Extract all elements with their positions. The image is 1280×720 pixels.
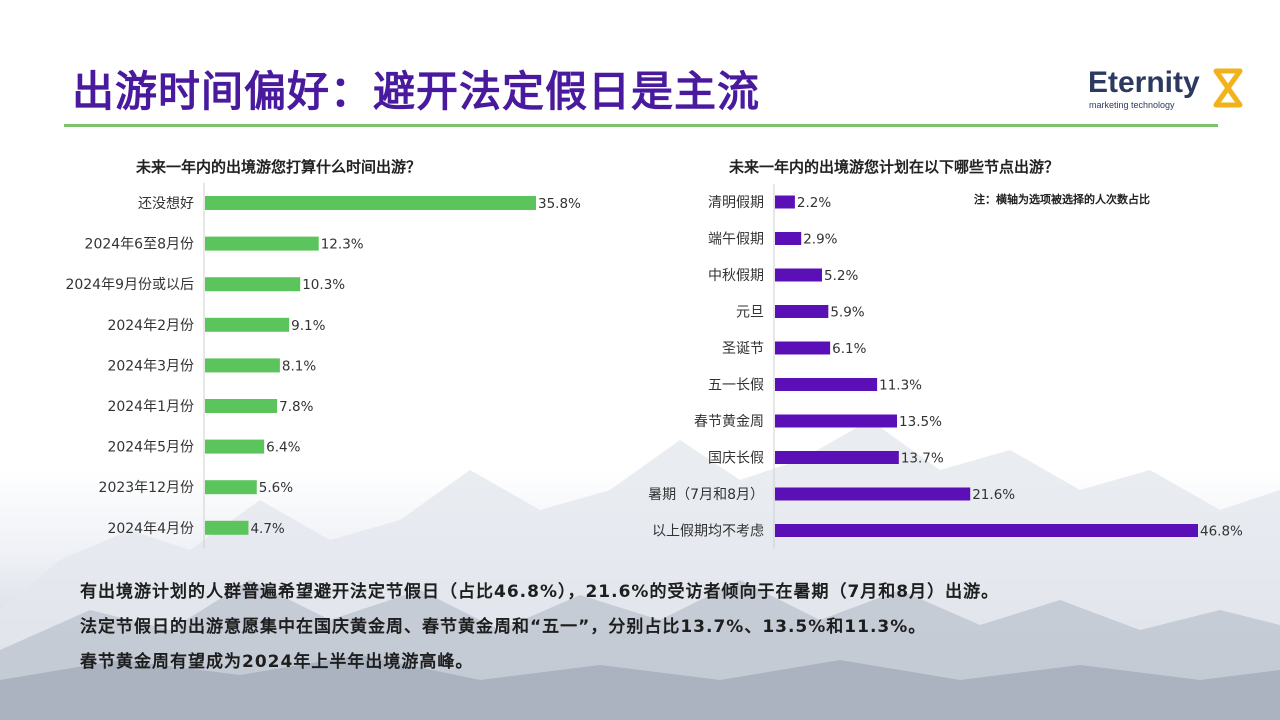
bar <box>775 487 971 501</box>
category-label: 2024年2月份 <box>107 318 194 334</box>
brand-logo: Eternity marketing technology <box>1088 66 1248 116</box>
data-label: 5.2% <box>824 268 858 284</box>
data-label: 2.9% <box>803 232 837 248</box>
category-label: 暑期（7月和8月） <box>648 487 764 503</box>
bar <box>775 195 795 209</box>
logo-wordmark: Eternity <box>1088 66 1200 99</box>
category-label: 端午假期 <box>708 232 764 248</box>
bar <box>775 305 829 318</box>
category-label: 春节黄金周 <box>694 413 764 430</box>
data-label: 46.8% <box>1200 524 1243 540</box>
data-label: 4.7% <box>250 521 284 537</box>
bar <box>775 232 802 245</box>
data-label: 13.7% <box>901 451 944 467</box>
left-chart-title: 未来一年内的出境游您打算什么时间出游？ <box>136 158 422 176</box>
data-label: 8.1% <box>282 358 316 374</box>
category-label: 2024年4月份 <box>107 521 194 537</box>
data-label: 12.3% <box>321 237 364 253</box>
category-label: 元旦 <box>736 305 764 321</box>
bar <box>205 277 301 292</box>
bar <box>205 236 319 251</box>
category-label: 以上假期均不考虑 <box>652 524 764 540</box>
title-divider <box>64 124 1218 127</box>
data-label: 13.5% <box>899 414 942 430</box>
bar <box>205 399 278 413</box>
category-label: 还没想好 <box>138 196 194 212</box>
bar <box>775 378 878 391</box>
data-label: 21.6% <box>972 487 1015 503</box>
category-label: 五一长假 <box>708 378 764 394</box>
right-chart-title: 未来一年内的出境游您计划在以下哪些节点出游？ <box>729 158 1060 176</box>
summary-line-2: 法定节假日的出游意愿集中在国庆黄金周、春节黄金周和“五一”，分别占比13.7%、… <box>80 617 927 637</box>
data-label: 5.9% <box>830 305 864 321</box>
data-label: 5.6% <box>259 480 293 496</box>
summary-line-1: 有出境游计划的人群普遍希望避开法定节假日（占比46.8%），21.6%的受访者倾… <box>80 582 1000 602</box>
data-label: 6.1% <box>832 341 866 357</box>
hourglass-icon <box>1213 68 1243 108</box>
category-label: 2024年3月份 <box>107 358 194 374</box>
category-label: 2024年6至8月份 <box>85 237 194 253</box>
bar <box>205 196 536 210</box>
right-bar-chart: 清明假期 2.2% 端午假期 2.9% 中秋假期 5.2% 元旦 5.9% 圣诞节 6.1% 五一长… <box>648 183 1243 549</box>
bar <box>775 524 1198 537</box>
category-label: 2023年12月份 <box>99 480 194 496</box>
bar <box>775 451 899 464</box>
logo-tagline: marketing technology <box>1089 100 1175 110</box>
data-label: 9.1% <box>291 318 325 334</box>
category-label: 国庆长假 <box>708 451 764 467</box>
category-label: 圣诞节 <box>722 341 764 357</box>
data-label: 6.4% <box>266 440 300 456</box>
bar <box>205 358 280 373</box>
page-title: 出游时间偏好：避开法定假日是主流 <box>72 67 761 116</box>
category-label: 2024年9月份或以后 <box>65 277 194 293</box>
chart-note: 注：横轴为选项被选择的人次数占比 <box>974 193 1150 206</box>
bar <box>775 414 898 428</box>
summary-line-3: 春节黄金周有望成为2024年上半年出境游高峰。 <box>80 652 474 672</box>
data-label: 7.8% <box>279 399 313 415</box>
category-label: 2024年1月份 <box>107 399 194 415</box>
data-label: 2.2% <box>797 195 831 211</box>
bar <box>205 317 290 332</box>
bar <box>205 480 257 495</box>
category-label: 中秋假期 <box>708 268 764 284</box>
bar <box>205 520 249 535</box>
bar <box>205 439 265 454</box>
data-label: 11.3% <box>879 378 922 394</box>
data-label: 10.3% <box>302 277 345 293</box>
data-label: 35.8% <box>538 196 581 212</box>
bar <box>775 268 822 282</box>
category-label: 2024年5月份 <box>107 440 194 456</box>
left-bar-chart: 还没想好 35.8% 2024年6至8月份 12.3% 2024年9月份或以后 10.3%… <box>65 182 581 549</box>
summary-text: 有出境游计划的人群普遍希望避开法定节假日（占比46.8%），21.6%的受访者倾… <box>80 580 1240 685</box>
bar <box>775 341 831 355</box>
category-label: 清明假期 <box>708 195 764 211</box>
